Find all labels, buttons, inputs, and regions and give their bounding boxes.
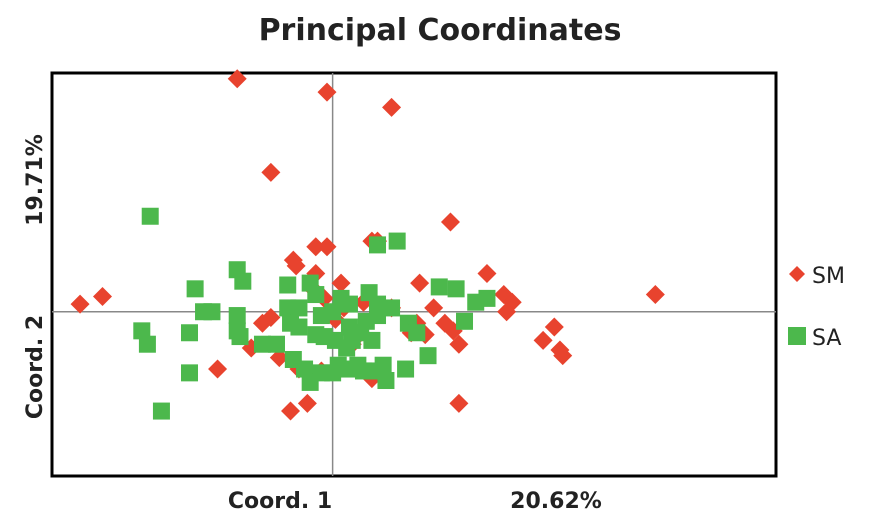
origin-lines [52, 73, 776, 476]
sm-point [382, 97, 402, 117]
sa-point [307, 286, 325, 304]
sm-point [553, 346, 573, 366]
plot-frame [50, 71, 778, 478]
sm-point [297, 393, 317, 413]
legend: SM SA [788, 264, 845, 351]
sa-point [388, 232, 406, 250]
sa-point [290, 299, 308, 317]
sa-point [478, 289, 496, 307]
sa-point [279, 276, 297, 294]
sm-point [533, 330, 553, 350]
sm-point [286, 256, 306, 276]
sm-point [281, 401, 301, 421]
sm-point [424, 298, 444, 318]
sa-point [447, 280, 465, 298]
sa-point [141, 207, 159, 225]
sm-point [70, 294, 90, 314]
sa-point [296, 360, 314, 378]
sa-point [340, 295, 358, 313]
sa-point [152, 402, 170, 420]
sa-point [138, 335, 156, 353]
x-axis-percent: 20.62% [510, 489, 602, 514]
sa-point [181, 364, 199, 382]
sa-point [408, 324, 426, 342]
sa-point [397, 360, 415, 378]
data-points [70, 69, 665, 421]
sm-point [331, 273, 351, 293]
sa-point [369, 236, 387, 254]
sa-point [253, 335, 271, 353]
sa-point [290, 318, 308, 336]
sa-point [186, 280, 204, 298]
sm-point [269, 348, 289, 368]
sa-point [383, 299, 401, 317]
y-axis-percent: 19.71% [23, 134, 48, 226]
legend-sm-label: SM [812, 264, 845, 289]
sa-point [374, 356, 392, 374]
sm-point [93, 286, 113, 306]
sa-point [231, 328, 249, 346]
sa-point [419, 347, 437, 365]
sm-point [410, 273, 430, 293]
sm-point [317, 237, 337, 257]
x-axis-label: Coord. 1 [228, 489, 332, 514]
sm-point [306, 237, 326, 257]
sa-point [267, 335, 285, 353]
sa-point [430, 278, 448, 296]
legend-sa-marker [788, 327, 806, 345]
y-axis-label: Coord. 2 [23, 315, 48, 419]
sm-point [317, 82, 337, 102]
sa-point [363, 331, 381, 349]
sm-point [477, 264, 497, 284]
sm-point [261, 307, 281, 327]
sm-point [208, 359, 228, 379]
sm-point [449, 334, 469, 354]
sm-point [227, 69, 247, 89]
sm-point [440, 212, 460, 232]
sa-point [203, 303, 221, 321]
sm-point [645, 285, 665, 305]
sm-point [449, 393, 469, 413]
sa-point [312, 307, 330, 325]
sm-point [261, 162, 281, 182]
sa-point [133, 322, 151, 340]
chart-title: Principal Coordinates [259, 13, 622, 48]
sm-point [497, 302, 517, 322]
legend-sm-marker [789, 266, 805, 282]
sa-point [234, 272, 252, 290]
sm-point [544, 317, 564, 337]
legend-sa-label: SA [812, 326, 841, 351]
sa-point [377, 372, 395, 390]
sa-point [181, 324, 199, 342]
sa-point [456, 312, 474, 330]
sa-point [228, 307, 246, 325]
